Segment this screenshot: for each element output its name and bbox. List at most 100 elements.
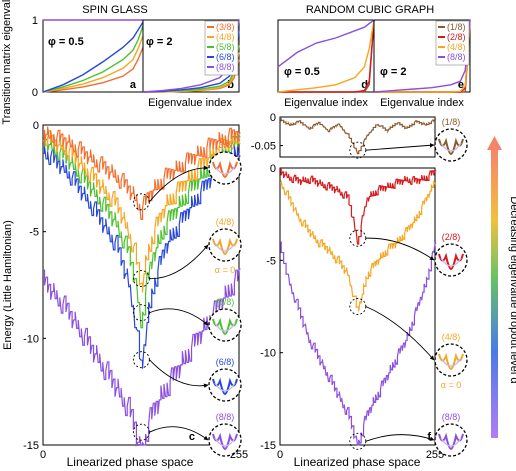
panel-d-series xyxy=(277,19,375,93)
panel-a-phi-label: φ = 0.5 xyxy=(48,36,84,48)
legend-entry: (2/8) xyxy=(447,32,466,42)
panel-d: φ = 0.5 d xyxy=(277,19,375,93)
panel-a-series-3-8 xyxy=(42,47,144,93)
colorbar-label: Decreasing eigenvalue dropout level α xyxy=(508,196,516,384)
connector-arrow xyxy=(149,426,209,441)
connector-arrow xyxy=(149,165,209,203)
panel-a-series-5-8 xyxy=(42,25,144,93)
inset-landscape-shadow xyxy=(214,382,236,392)
inset-landscape xyxy=(438,432,464,451)
panel-a-ylabel: Transition matrix eigenvalue xyxy=(1,0,13,125)
ytick-label: 0 xyxy=(270,163,276,175)
ytick-label: -0.05 xyxy=(251,141,276,153)
panel-c-xlabel: Linearized phase space xyxy=(67,455,194,469)
inset-circle xyxy=(208,368,242,402)
panel-a-series-6-8 xyxy=(42,21,144,93)
panel-d-label: d xyxy=(361,79,368,91)
inset-landscape xyxy=(212,237,238,256)
panel-d-series-4-8 xyxy=(277,19,375,93)
connector-arrow xyxy=(149,308,209,326)
ytick-label: -5 xyxy=(29,227,39,239)
inset-note: α = 0 xyxy=(441,380,461,390)
connector-arrow xyxy=(149,244,209,280)
panel-a: Transition matrix eigenvalue 1 0 φ = 0.5… xyxy=(1,0,144,125)
minimum-marker xyxy=(132,304,150,322)
inset-label: (5/8) xyxy=(216,297,235,307)
inset-landscape xyxy=(212,377,238,396)
panel-f-top: 0 -0.05 (1/8) xyxy=(251,112,468,162)
inset-circle xyxy=(434,343,468,377)
legend-entry: (8/8) xyxy=(447,52,466,62)
energy-series-6-8 xyxy=(43,146,241,369)
legend-entry: (8/8) xyxy=(216,62,235,72)
inset-circle xyxy=(208,308,242,342)
inset-landscape-shadow xyxy=(214,437,236,447)
inset-label: (2/8) xyxy=(442,232,461,242)
panel-c: Energy (Little Hamiltonian) Linearized p… xyxy=(2,120,248,469)
inset-landscape xyxy=(212,160,238,179)
energy-series-4-8 xyxy=(43,130,241,293)
connector-arrow xyxy=(149,359,209,388)
panel-b: φ = 2 b (3/8)(4/8)(5/8)(6/8)(8/8) xyxy=(142,19,240,93)
energy-series-3-8 xyxy=(43,126,241,221)
inset-circle xyxy=(208,228,242,262)
connector-arrow xyxy=(365,306,435,361)
panel-a-series-4-8 xyxy=(42,35,144,93)
panel-b-series-4-8 xyxy=(143,52,240,93)
xtick-label: 0 xyxy=(277,449,283,461)
panels-ab-xlabel: Eigenvalue index xyxy=(148,97,232,109)
panel-d-phi-label: φ = 0.5 xyxy=(284,66,320,78)
ytick-label: -10 xyxy=(23,333,39,345)
inset-circle xyxy=(208,151,242,185)
panel-b-legend: (3/8)(4/8)(5/8)(6/8)(8/8) xyxy=(204,20,239,76)
panel-b-label: b xyxy=(227,79,234,91)
xtick-label: 0 xyxy=(40,449,46,461)
panel-b-phi-label: φ = 2 xyxy=(146,36,173,48)
panel-f-series xyxy=(280,168,437,446)
inset-circle xyxy=(434,423,468,457)
panel-e-series-8-8 xyxy=(373,19,471,93)
inset-circle xyxy=(208,423,242,457)
panel-f-ticks: 0-5-10-150 255 xyxy=(260,163,444,461)
panel-c-ylabel: Energy (Little Hamiltonian) xyxy=(2,220,14,350)
panel-b-frame xyxy=(142,19,240,93)
inset-landscape xyxy=(212,432,238,451)
colorbar: Decreasing eigenvalue dropout level α xyxy=(487,136,516,438)
panel-c-ticks: 0-5-10-150 255 xyxy=(23,120,248,461)
inset-landscape xyxy=(438,352,464,371)
connector-arrow xyxy=(365,237,435,261)
legend-entry: (1/8) xyxy=(447,22,466,32)
inset-landscape-shadow xyxy=(214,165,236,175)
ytick-label: -5 xyxy=(266,255,276,267)
panel-c-label: c xyxy=(189,431,195,443)
inset-label: (4/8) xyxy=(216,217,235,227)
panel-f-top-series xyxy=(280,118,437,155)
panel-e-series-4-8 xyxy=(374,19,471,93)
inset-label: (6/8) xyxy=(216,357,235,367)
inset-label: (8/8) xyxy=(442,412,461,422)
legend-entry: (3/8) xyxy=(216,22,235,32)
panel-c-insets: (3/8) (4/8) α = 0 (5/8) (6/8) (8/8) xyxy=(132,140,242,457)
ytick-label: -10 xyxy=(260,348,276,360)
inset-landscape-shadow xyxy=(440,357,462,367)
inset-landscape-shadow xyxy=(440,257,462,267)
legend-entry: (5/8) xyxy=(216,42,235,52)
panel-a-ytick-1: 1 xyxy=(32,15,38,27)
inset-landscape xyxy=(438,137,464,156)
colorbar-gradient xyxy=(491,148,498,438)
inset-landscape xyxy=(212,317,238,336)
ytick-label: -15 xyxy=(23,440,39,452)
energy-series-4-8 xyxy=(280,180,437,312)
inset-circle xyxy=(434,243,468,277)
panel-e-phi-label: φ = 2 xyxy=(380,66,407,78)
inset-label: (8/8) xyxy=(216,412,235,422)
panel-a-series xyxy=(42,19,144,93)
connector-arrow xyxy=(365,434,435,442)
panel-f-label: f xyxy=(427,431,431,443)
connector-arrow xyxy=(365,143,435,151)
inset-landscape xyxy=(438,252,464,271)
panel-d-series-2-8 xyxy=(278,19,375,93)
energy-series-1-8 xyxy=(280,118,437,155)
right-figure-title: RANDOM CUBIC GRAPH xyxy=(306,4,434,16)
legend-entry: (4/8) xyxy=(216,32,235,42)
